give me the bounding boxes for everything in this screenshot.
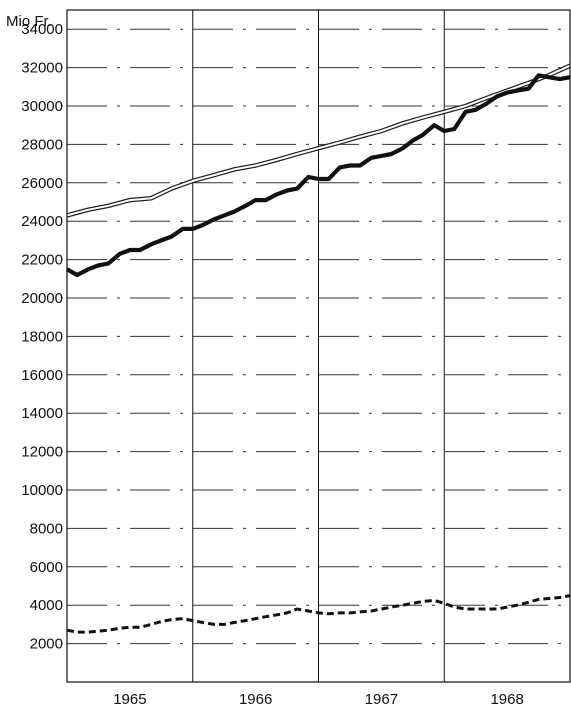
y-tick-label-2000: 2000 <box>30 636 63 653</box>
y-tick-label-14000: 14000 <box>21 405 63 422</box>
y-tick-label-6000: 6000 <box>30 559 63 576</box>
y-tick-label-34000: 34000 <box>21 21 63 38</box>
grid <box>67 10 570 682</box>
x-tick-label-1966: 1966 <box>239 691 272 708</box>
y-tick-label-30000: 30000 <box>21 98 63 115</box>
y-tick-label-26000: 26000 <box>21 175 63 192</box>
y-tick-label-8000: 8000 <box>30 520 63 537</box>
y-tick-label-10000: 10000 <box>21 482 63 499</box>
series-2-line <box>66 594 571 634</box>
y-tick-label-12000: 12000 <box>21 444 63 461</box>
series-1-line <box>65 73 571 278</box>
y-tick-label-32000: 32000 <box>21 60 63 77</box>
x-tick-labels: 1965 1966 1967 1968 <box>113 691 524 708</box>
y-tick-label-4000: 4000 <box>30 597 63 614</box>
y-tick-label-24000: 24000 <box>21 213 63 230</box>
y-tick-labels: 2000 4000 6000 8000 10000 12000 14000 16000 1800… <box>21 21 63 652</box>
y-tick-label-16000: 16000 <box>21 367 63 384</box>
y-tick-label-22000: 22000 <box>21 252 63 269</box>
y-axis-unit-label: Mio Fr. <box>6 13 52 30</box>
y-tick-label-28000: 28000 <box>21 136 63 153</box>
series-0-inner-line <box>66 64 571 217</box>
y-tick-label-18000: 18000 <box>21 328 63 345</box>
x-tick-label-1967: 1967 <box>365 691 398 708</box>
series-lines <box>65 63 571 634</box>
x-tick-label-1965: 1965 <box>113 691 146 708</box>
plot-frame <box>66 9 571 683</box>
y-tick-label-20000: 20000 <box>21 290 63 307</box>
x-tick-label-1968: 1968 <box>490 691 523 708</box>
